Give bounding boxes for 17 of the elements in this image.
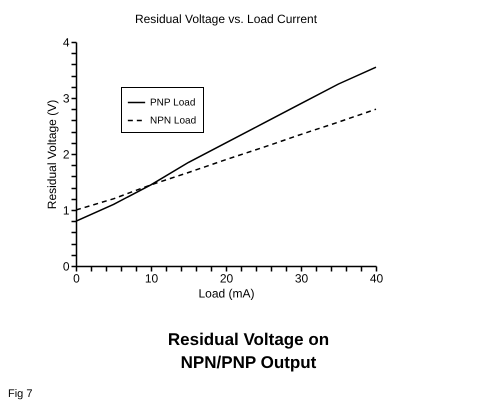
y-tick-label: 2 — [62, 148, 70, 162]
y-tick-label: 3 — [62, 92, 70, 106]
y-tick-label: 4 — [62, 36, 70, 50]
legend-label: PNP Load — [150, 98, 196, 108]
x-tick-label: 40 — [370, 272, 384, 286]
y-tick-label: 1 — [62, 204, 70, 218]
y-axis-title: Residual Voltage (V) — [44, 100, 59, 210]
text: Residual Voltage on NPN/PNP Output — [166, 329, 330, 374]
legend-label: NPN Load — [150, 116, 196, 126]
x-tick-label: 10 — [144, 272, 158, 286]
x-tick-label: 30 — [294, 272, 308, 286]
x-axis-title: Load (mA) — [198, 286, 255, 300]
x-tick-label: 0 — [73, 272, 80, 286]
caption: Fig 7 — [8, 388, 32, 400]
y-tick-label: 0 — [62, 260, 70, 274]
chart-title: Residual Voltage vs. Load Current — [134, 12, 318, 26]
x-tick-label: 20 — [220, 272, 234, 286]
